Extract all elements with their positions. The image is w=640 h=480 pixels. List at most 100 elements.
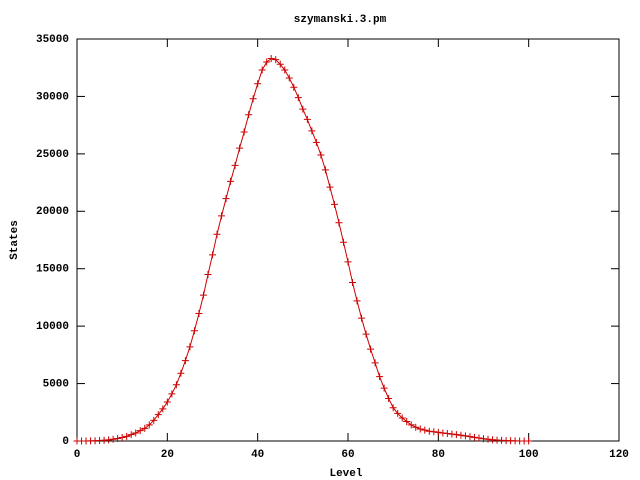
point-marker <box>475 434 483 442</box>
y-tick-label: 30000 <box>36 91 69 103</box>
x-tick-label: 60 <box>341 449 354 461</box>
point-marker <box>132 429 140 437</box>
point-marker <box>195 310 203 318</box>
point-marker <box>380 384 388 392</box>
point-marker <box>339 238 347 246</box>
point-marker <box>394 409 402 417</box>
point-marker <box>457 431 465 439</box>
point-marker <box>416 425 424 433</box>
point-marker <box>466 433 474 441</box>
plot-border <box>76 38 620 442</box>
point-marker <box>430 428 438 436</box>
point-marker <box>190 327 198 335</box>
point-marker <box>344 258 352 266</box>
point-marker <box>177 369 185 377</box>
point-marker <box>326 183 334 191</box>
point-marker <box>109 435 117 443</box>
y-tick-label: 35000 <box>36 34 69 46</box>
y-tick-label: 20000 <box>36 206 69 218</box>
point-marker <box>150 416 158 424</box>
point-marker <box>114 434 122 442</box>
point-marker <box>231 161 239 169</box>
point-marker <box>448 430 456 438</box>
point-marker <box>209 251 216 259</box>
point-marker <box>308 127 316 135</box>
point-marker <box>371 359 379 367</box>
y-tick-label: 25000 <box>36 149 69 161</box>
point-marker <box>421 426 429 434</box>
point-marker <box>425 427 433 435</box>
point-marker <box>127 431 135 439</box>
point-marker <box>186 343 194 351</box>
point-marker <box>525 437 533 445</box>
point-marker <box>335 219 343 227</box>
point-marker <box>330 200 338 208</box>
point-marker <box>172 381 180 389</box>
point-marker <box>299 105 307 113</box>
point-marker <box>385 395 393 403</box>
point-marker <box>281 66 289 74</box>
point-marker <box>358 314 366 322</box>
point-marker <box>470 433 478 441</box>
y-tick-label: 0 <box>62 436 69 448</box>
x-tick-label: 80 <box>432 449 445 461</box>
point-marker <box>398 414 406 422</box>
point-marker <box>141 424 149 432</box>
y-axis-label: States <box>9 220 21 260</box>
point-marker <box>294 94 302 102</box>
point-marker <box>389 404 397 412</box>
point-marker <box>303 115 311 123</box>
x-tick-label: 20 <box>161 449 174 461</box>
y-tick-label: 15000 <box>36 264 69 276</box>
point-marker <box>159 405 167 413</box>
point-marker <box>227 177 235 185</box>
point-marker <box>222 195 230 203</box>
point-marker <box>367 345 375 353</box>
point-marker <box>376 373 384 381</box>
point-marker <box>290 83 298 91</box>
point-marker <box>349 278 357 286</box>
point-marker <box>407 421 415 429</box>
point-marker <box>145 421 153 429</box>
point-marker <box>285 74 293 82</box>
point-marker <box>123 432 131 440</box>
point-marker <box>443 430 451 438</box>
point-marker <box>236 144 244 152</box>
chart-title: szymanski.3.pm <box>294 14 387 26</box>
point-marker <box>240 128 248 136</box>
point-marker <box>412 423 420 431</box>
point-marker <box>245 111 253 119</box>
point-marker <box>461 432 469 440</box>
point-marker <box>267 55 275 63</box>
point-marker <box>118 434 126 442</box>
point-marker <box>254 80 262 88</box>
point-marker <box>434 428 442 436</box>
point-marker <box>163 398 171 406</box>
point-marker <box>168 390 176 398</box>
point-marker <box>312 138 320 146</box>
point-marker <box>249 95 257 103</box>
y-tick-label: 10000 <box>36 321 69 333</box>
point-marker <box>439 429 447 437</box>
point-marker <box>199 291 207 299</box>
point-marker <box>317 151 325 159</box>
point-marker <box>321 166 329 174</box>
point-marker <box>154 411 162 419</box>
x-tick-label: 100 <box>519 449 539 461</box>
point-marker <box>403 417 411 425</box>
x-tick-label: 120 <box>609 449 629 461</box>
point-marker <box>136 427 144 435</box>
point-marker <box>213 230 221 238</box>
point-marker <box>258 66 266 74</box>
point-marker <box>204 270 212 278</box>
point-marker <box>218 212 226 220</box>
point-marker <box>480 435 487 443</box>
point-marker <box>362 330 370 338</box>
x-tick-label: 40 <box>251 449 264 461</box>
x-axis-label: Level <box>329 468 362 480</box>
point-marker <box>276 60 284 68</box>
point-marker <box>452 431 460 439</box>
y-tick-label: 5000 <box>43 378 69 390</box>
